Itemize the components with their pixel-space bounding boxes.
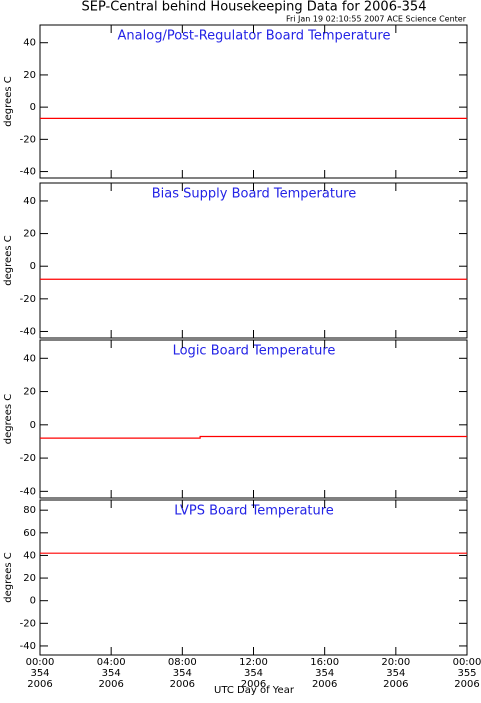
chart-title: SEP-Central behind Housekeeping Data for…	[82, 0, 427, 15]
y-tick-label: 0	[30, 596, 36, 607]
x-tick-label: 2006	[312, 679, 337, 690]
x-tick-label: 2006	[383, 679, 408, 690]
x-tick-label: 354	[386, 668, 405, 679]
panel-title: LVPS Board Temperature	[174, 504, 334, 519]
x-axis-label: UTC Day of Year	[214, 685, 295, 696]
chart-subtitle: Fri Jan 19 02:10:55 2007 ACE Science Cen…	[286, 15, 467, 24]
panel-frame	[39, 24, 468, 179]
y-tick-label: -20	[20, 453, 36, 464]
x-tick-label: 20:00	[381, 657, 410, 668]
y-tick-label: -20	[20, 294, 36, 305]
y-tick-label: 0	[30, 261, 36, 272]
y-tick-label: -40	[20, 641, 36, 652]
x-tick-label: 12:00	[239, 657, 268, 668]
y-tick-label: 0	[30, 420, 36, 431]
y-axis-label: degrees C	[3, 76, 14, 126]
x-tick-label: 2006	[170, 679, 195, 690]
panel-title: Logic Board Temperature	[173, 344, 336, 359]
y-tick-label: 20	[23, 70, 36, 81]
x-tick-label: 354	[102, 668, 121, 679]
x-tick-label: 08:00	[168, 657, 197, 668]
x-tick-label: 355	[457, 668, 476, 679]
x-tick-label: 354	[173, 668, 192, 679]
x-tick-label: 354	[30, 668, 49, 679]
y-tick-label: 20	[23, 387, 36, 398]
x-tick-label: 354	[315, 668, 334, 679]
x-tick-label: 2006	[27, 679, 52, 690]
y-tick-label: 20	[23, 573, 36, 584]
y-tick-label: 40	[23, 196, 36, 207]
x-tick-label: 2006	[454, 679, 479, 690]
x-tick-label: 354	[244, 668, 263, 679]
x-tick-label: 00:00	[26, 657, 55, 668]
y-tick-label: 80	[23, 505, 36, 516]
y-tick-label: -20	[20, 134, 36, 145]
x-tick-label: 2006	[241, 679, 266, 690]
x-tick-label: 04:00	[97, 657, 126, 668]
y-axis-label: degrees C	[3, 235, 14, 285]
y-tick-label: -40	[20, 326, 36, 337]
y-tick-label: 20	[23, 229, 36, 240]
panel-title: Bias Supply Board Temperature	[152, 187, 357, 202]
y-tick-label: -20	[20, 618, 36, 629]
x-tick-label: 16:00	[310, 657, 339, 668]
y-tick-label: 60	[23, 528, 36, 539]
y-tick-label: 40	[23, 38, 36, 49]
y-tick-label: -40	[20, 486, 36, 497]
y-axis-label: degrees C	[3, 552, 14, 602]
panel-frame	[39, 499, 468, 656]
y-tick-label: -40	[20, 167, 36, 178]
x-tick-label: 00:00	[453, 657, 481, 668]
panel-frame	[39, 339, 468, 499]
x-tick-label: 2006	[98, 679, 123, 690]
data-line	[40, 435, 467, 439]
y-axis-label: degrees C	[3, 394, 14, 444]
panel-title: Analog/Post-Regulator Board Temperature	[118, 29, 391, 44]
y-tick-label: 40	[23, 550, 36, 561]
panel-frame	[39, 182, 468, 339]
y-tick-label: 40	[23, 353, 36, 364]
y-tick-label: 0	[30, 102, 36, 113]
